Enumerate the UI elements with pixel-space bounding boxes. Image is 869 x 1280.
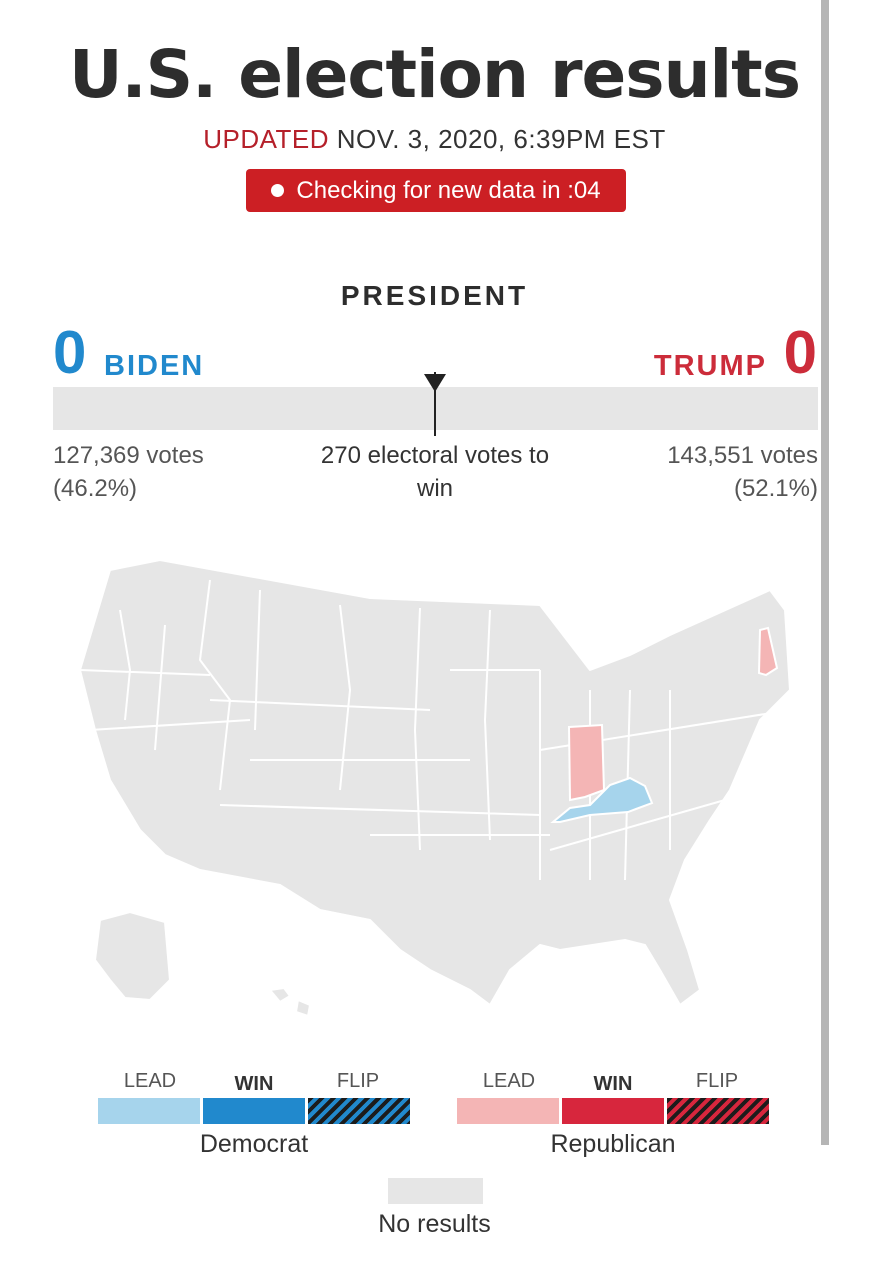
data-refresh-badge: Checking for new data in :04 xyxy=(246,169,626,212)
legend-no-results-label: No results xyxy=(378,1210,491,1238)
us-mainland-shape xyxy=(79,559,790,1006)
legend-rep-lead-label: LEAD xyxy=(482,1070,536,1092)
legend-dem-flip-swatch xyxy=(308,1098,410,1124)
scrollbar[interactable] xyxy=(821,0,829,1145)
biden-electoral-votes: 0 xyxy=(53,319,87,386)
legend-no-results-swatch xyxy=(388,1178,483,1204)
legend-dem-flip-label: FLIP xyxy=(336,1070,380,1092)
trump-electoral-votes: 0 xyxy=(783,319,817,386)
legend-rep-lead-swatch xyxy=(457,1098,559,1124)
trump-vote-count: 143,551 votes xyxy=(667,442,818,469)
kentucky-state xyxy=(550,776,654,823)
biden-vote-count: 127,369 votes xyxy=(53,442,204,469)
legend-dem-win-label: WIN xyxy=(234,1073,274,1095)
updated-time: NOV. 3, 2020, 6:39PM EST xyxy=(336,124,666,154)
trump-vote-pct: (52.1%) xyxy=(733,475,818,502)
biden-name: BIDEN xyxy=(104,350,205,382)
legend-rep-flip-swatch xyxy=(667,1098,769,1124)
legend-democrat: LEAD WIN FLIP Democrat xyxy=(98,1070,410,1159)
indiana-state xyxy=(567,723,606,802)
legend-rep-party-label: Republican xyxy=(550,1130,676,1158)
trump-name: TRUMP xyxy=(653,350,767,382)
new-hampshire-state xyxy=(757,626,779,677)
legend-dem-win-swatch xyxy=(203,1098,305,1124)
trump-popular-vote: 143,551 votes (52.1%) xyxy=(667,439,818,505)
legend-republican: LEAD WIN FLIP Republican xyxy=(457,1070,769,1159)
legend-dem-lead-swatch xyxy=(98,1098,200,1124)
270-marker-arrow-icon xyxy=(424,374,446,392)
270-marker-line xyxy=(434,372,436,436)
legend-rep-win-swatch xyxy=(562,1098,664,1124)
us-election-map[interactable] xyxy=(70,550,790,1030)
updated-label: UPDATED xyxy=(203,124,330,154)
live-dot-icon xyxy=(271,184,285,197)
page-title: U.S. election results xyxy=(68,36,801,113)
biden-vote-pct: (46.2%) xyxy=(53,475,138,502)
biden-popular-vote: 127,369 votes (46.2%) xyxy=(53,439,204,505)
legend-rep-flip-label: FLIP xyxy=(695,1070,739,1092)
refresh-status-text: Checking for new data in :04 xyxy=(296,176,601,204)
legend-dem-lead-label: LEAD xyxy=(123,1070,177,1092)
updated-timestamp: UPDATED NOV. 3, 2020, 6:39PM EST xyxy=(0,124,869,155)
alaska-shape xyxy=(94,911,171,1001)
legend-dem-party-label: Democrat xyxy=(199,1130,309,1158)
hawaii-shape xyxy=(269,987,311,1017)
legend-rep-win-label: WIN xyxy=(593,1073,633,1095)
office-heading: PRESIDENT xyxy=(340,280,529,311)
threshold-label: 270 electoral votes to win xyxy=(320,442,550,502)
